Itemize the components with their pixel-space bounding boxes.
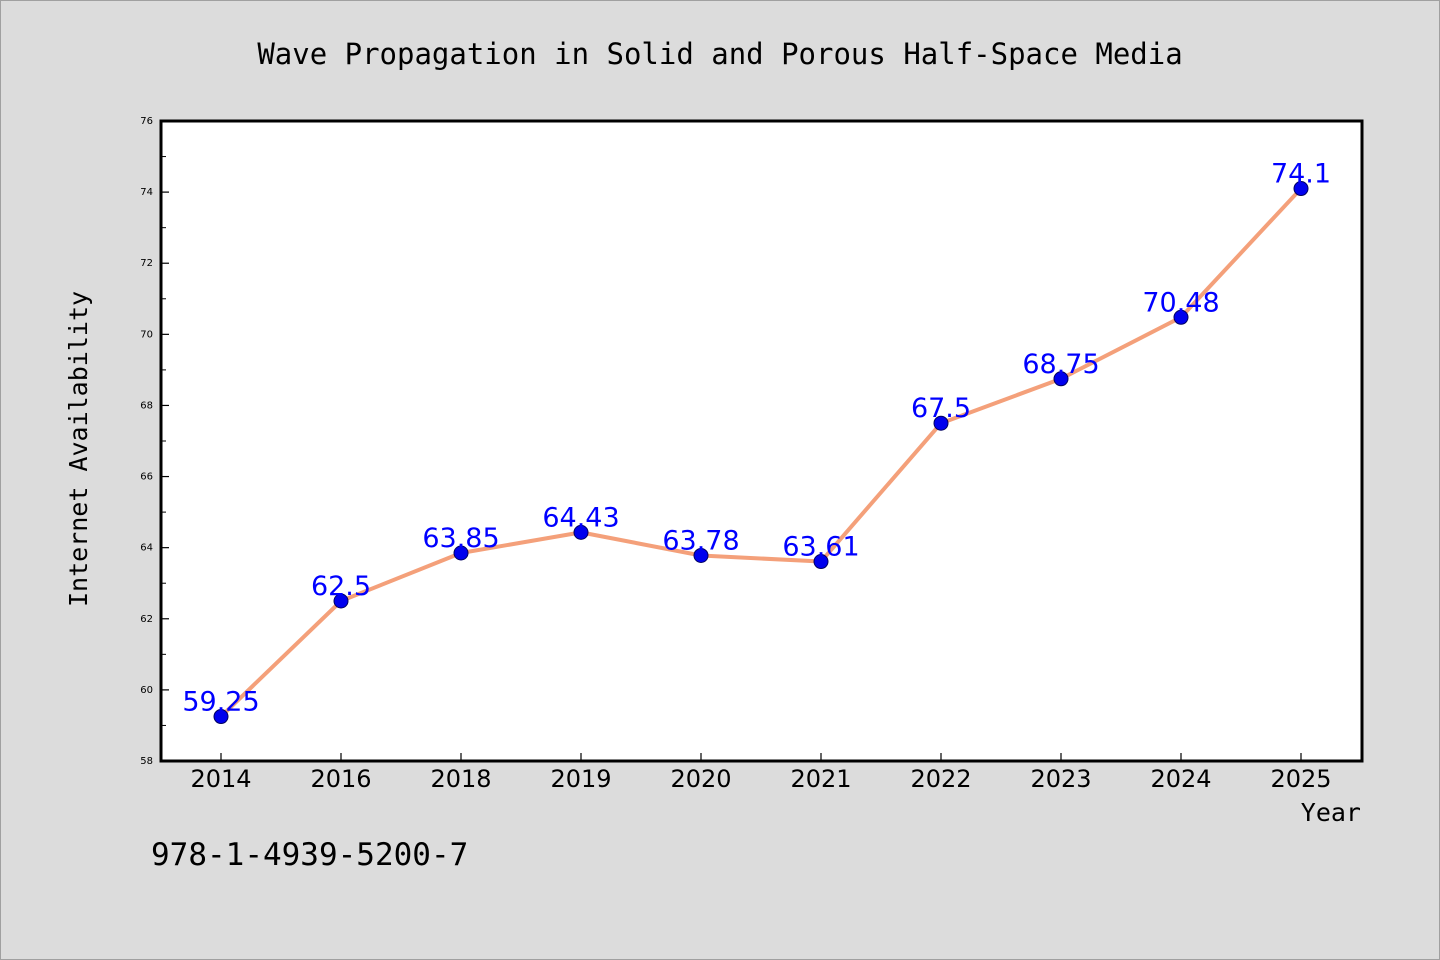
data-label: 59.25 — [182, 687, 259, 718]
x-tick-label: 2019 — [550, 765, 611, 793]
data-point — [333, 593, 349, 609]
data-point — [1293, 181, 1309, 197]
data-point — [933, 415, 949, 431]
data-point — [213, 709, 229, 725]
data-label: 67.5 — [911, 393, 971, 424]
x-axis-label: Year — [1301, 798, 1361, 827]
x-tick-label: 2018 — [430, 765, 491, 793]
data-point — [693, 547, 709, 563]
y-tick-label: 68 — [140, 400, 153, 411]
data-point — [573, 524, 589, 540]
series-line — [219, 187, 1303, 718]
x-tick-label: 2014 — [190, 765, 251, 793]
y-tick-label: 74 — [140, 187, 153, 198]
x-tick-label: 2025 — [1270, 765, 1331, 793]
data-label: 62.5 — [311, 571, 371, 602]
data-point — [1173, 309, 1189, 325]
x-tick-label: 2023 — [1030, 765, 1091, 793]
y-tick-label: 70 — [140, 329, 153, 340]
y-axis-label: Internet Availability — [64, 291, 93, 607]
x-tick-label: 2024 — [1150, 765, 1211, 793]
data-label: 68.75 — [1022, 349, 1099, 380]
y-tick-label: 58 — [140, 756, 153, 767]
y-tick-label: 60 — [140, 685, 153, 696]
data-point — [453, 545, 469, 561]
data-point — [813, 554, 829, 570]
isbn-annotation: 978-1-4939-5200-7 — [151, 837, 468, 873]
data-label: 63.78 — [662, 525, 739, 556]
x-tick-label: 2022 — [910, 765, 971, 793]
data-point — [1053, 371, 1069, 387]
plot-area — [159, 119, 1364, 763]
y-tick-label: 76 — [140, 116, 153, 127]
data-labels: 59.25 62.5 63.85 64.43 63.78 63.61 67.5 68.75 70… — [182, 159, 1331, 718]
data-label: 64.43 — [542, 502, 619, 533]
y-tick-label: 72 — [140, 258, 153, 269]
data-label: 63.61 — [782, 532, 859, 563]
x-tick-label: 2016 — [310, 765, 371, 793]
x-tick-label: 2020 — [670, 765, 731, 793]
data-label: 74.1 — [1271, 159, 1331, 190]
data-label: 63.85 — [422, 523, 499, 554]
y-tick-label: 64 — [140, 543, 153, 554]
series-line-path — [219, 187, 1303, 718]
x-axis: 2014 2016 2018 2019 2020 2021 2022 2023 2024 2025 — [190, 753, 1332, 793]
y-axis: 58 60 62 64 66 68 70 72 74 76 — [140, 116, 169, 767]
data-label: 70.48 — [1142, 287, 1219, 318]
y-tick-label: 62 — [140, 614, 153, 625]
chart-title: Wave Propagation in Solid and Porous Hal… — [257, 37, 1182, 71]
series-markers — [213, 181, 1309, 725]
y-tick-label: 66 — [140, 472, 153, 483]
x-tick-label: 2021 — [790, 765, 851, 793]
